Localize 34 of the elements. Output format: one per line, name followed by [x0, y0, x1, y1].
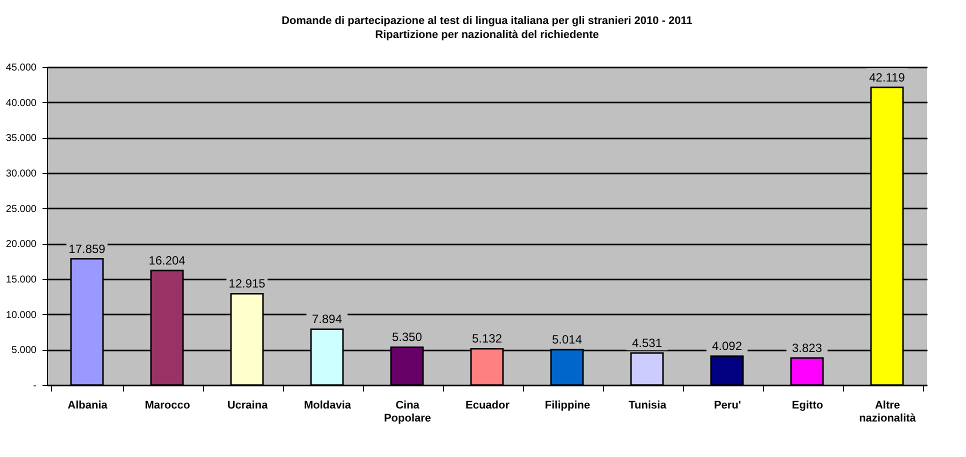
x-tick-label: Cina Popolare: [384, 400, 432, 424]
y-tick-label: 30.000: [6, 168, 37, 180]
data-label: 42.119: [869, 70, 906, 84]
data-label: 4.531: [632, 336, 662, 350]
data-label: 12.915: [228, 276, 266, 291]
data-label: 4.092: [712, 339, 742, 354]
x-tick-label: Marocco: [144, 400, 190, 412]
x-tick-label: Ecuador: [465, 400, 510, 412]
y-tick-label: 20.000: [6, 239, 37, 250]
chart-subtitle: Ripartizione per nazionalità del richiedente: [375, 29, 599, 41]
y-tick-label: 40.000: [6, 98, 37, 109]
y-tick-label: 5.000: [11, 345, 37, 356]
x-tick-label: Ucraina: [227, 400, 269, 412]
x-tick-label: Altre nazionalità: [859, 400, 917, 424]
y-tick-label: -: [33, 380, 36, 392]
x-tick-label: Filippine: [544, 400, 590, 412]
x-tick-label: Albania: [68, 400, 108, 412]
data-label: 5.014: [552, 332, 582, 347]
y-tick-label: 45.000: [6, 62, 37, 74]
data-label: 5.350: [392, 330, 422, 344]
data-label: 17.859: [68, 242, 106, 256]
x-tick-label: Peru': [714, 400, 742, 412]
x-tick-label: Moldavia: [304, 400, 352, 412]
data-label: 16.204: [148, 253, 186, 268]
data-label: 5.132: [472, 332, 502, 346]
y-tick-label: 35.000: [6, 133, 37, 144]
data-label: 7.894: [312, 312, 342, 326]
y-tick-label: 25.000: [6, 204, 37, 215]
y-tick-label: 10.000: [6, 310, 37, 321]
y-tick-label: 15.000: [6, 274, 37, 286]
x-tick-label: Tunisia: [628, 400, 668, 412]
x-tick-label: Egitto: [792, 400, 824, 412]
data-label: 3.823: [792, 340, 822, 355]
chart-title: Domande di partecipazione al test di lingua italiana per gli stranieri 2010 - 2011: [282, 15, 692, 27]
